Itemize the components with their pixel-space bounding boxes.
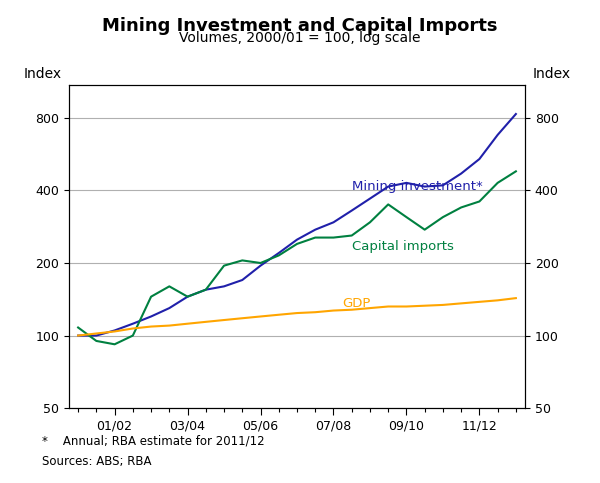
Text: *    Annual; RBA estimate for 2011/12: * Annual; RBA estimate for 2011/12	[42, 435, 265, 448]
Text: Index: Index	[532, 67, 571, 81]
Text: GDP: GDP	[343, 297, 371, 310]
Text: Mining Investment and Capital Imports: Mining Investment and Capital Imports	[102, 17, 498, 35]
Text: Capital imports: Capital imports	[352, 240, 454, 253]
Text: Sources: ABS; RBA: Sources: ABS; RBA	[42, 455, 151, 468]
Text: Volumes, 2000/01 = 100, log scale: Volumes, 2000/01 = 100, log scale	[179, 31, 421, 45]
Text: Index: Index	[23, 67, 62, 81]
Text: Mining investment*: Mining investment*	[352, 180, 482, 193]
